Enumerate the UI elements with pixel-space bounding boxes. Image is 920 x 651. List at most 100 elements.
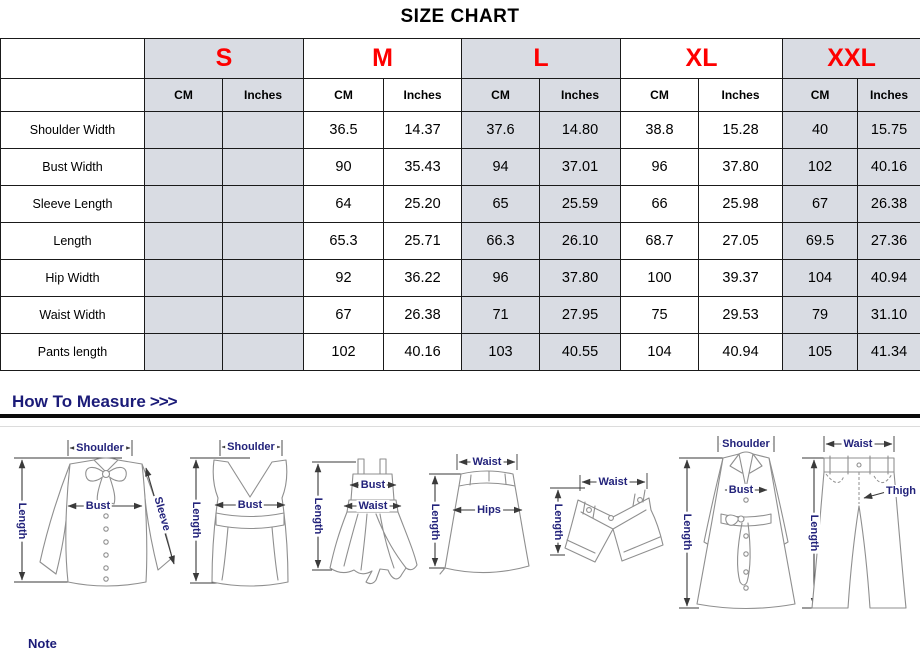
table-cell — [223, 223, 304, 260]
table-cell: 104 — [621, 334, 699, 371]
coat-length-label: Length — [681, 512, 693, 553]
table-cell: 14.37 — [384, 112, 462, 149]
table-cell: 41.34 — [858, 334, 920, 371]
table-cell: 100 — [621, 260, 699, 297]
table-cell: 37.6 — [462, 112, 540, 149]
row-label: Hip Width — [1, 260, 145, 297]
table-cell: 68.7 — [621, 223, 699, 260]
table-cell: 26.38 — [858, 186, 920, 223]
unit-header: CM — [783, 79, 858, 112]
how-to-measure-heading: How To Measure>>> — [12, 392, 177, 412]
corner-cell-2 — [1, 79, 145, 112]
coat-bust-label: Bust — [727, 484, 755, 496]
blouse-drawing — [10, 430, 200, 612]
table-cell — [145, 112, 223, 149]
table-cell: 27.95 — [540, 297, 621, 334]
row-label: Sleeve Length — [1, 186, 145, 223]
table-cell: 25.71 — [384, 223, 462, 260]
table-cell: 69.5 — [783, 223, 858, 260]
figure-dress: Length Bust Waist — [310, 430, 440, 612]
unit-header-row: CM Inches CM Inches CM Inches CM Inches … — [1, 79, 920, 112]
table-cell: 40.55 — [540, 334, 621, 371]
table-cell: 37.80 — [699, 149, 783, 186]
table-cell — [223, 149, 304, 186]
unit-header: Inches — [384, 79, 462, 112]
row-label: Waist Width — [1, 297, 145, 334]
unit-header: Inches — [699, 79, 783, 112]
table-cell: 64 — [304, 186, 384, 223]
table-cell — [145, 186, 223, 223]
table-cell — [145, 297, 223, 334]
pants-thigh-label: Thigh — [884, 485, 918, 497]
shorts-drawing — [545, 430, 695, 612]
table-cell: 102 — [304, 334, 384, 371]
table-cell: 35.43 — [384, 149, 462, 186]
table-cell — [223, 260, 304, 297]
skirt-length-label: Length — [429, 502, 441, 543]
size-header-s: S — [145, 39, 304, 79]
size-header-row: S M L XL XXL — [1, 39, 920, 79]
unit-header: CM — [145, 79, 223, 112]
chevrons-icon: >>> — [150, 392, 177, 411]
table-row: Pants length 102 40.16 103 40.55 104 40.… — [1, 334, 920, 371]
row-label: Shoulder Width — [1, 112, 145, 149]
pants-length-label: Length — [808, 513, 820, 554]
table-cell: 67 — [783, 186, 858, 223]
page-title: SIZE CHART — [0, 6, 920, 28]
table-cell — [145, 149, 223, 186]
table-cell: 36.5 — [304, 112, 384, 149]
figure-skirt: Waist Hips Length — [425, 430, 565, 612]
table-cell: 27.36 — [858, 223, 920, 260]
note-text: Note — [28, 636, 57, 651]
tank-shoulder-label: Shoulder — [225, 441, 277, 453]
table-cell: 102 — [783, 149, 858, 186]
table-cell: 96 — [462, 260, 540, 297]
skirt-waist-label: Waist — [471, 456, 504, 468]
coat-shoulder-label: Shoulder — [720, 438, 772, 450]
row-label: Bust Width — [1, 149, 145, 186]
table-cell: 90 — [304, 149, 384, 186]
corner-cell — [1, 39, 145, 79]
table-cell: 79 — [783, 297, 858, 334]
table-cell — [223, 112, 304, 149]
table-row: Sleeve Length 64 25.20 65 25.59 66 25.98… — [1, 186, 920, 223]
table-cell: 37.80 — [540, 260, 621, 297]
table-cell: 26.38 — [384, 297, 462, 334]
size-header-l: L — [462, 39, 621, 79]
size-header-xl: XL — [621, 39, 783, 79]
table-cell: 40.16 — [858, 149, 920, 186]
size-chart-table: S M L XL XXL CM Inches CM Inches CM Inch… — [0, 38, 920, 371]
table-cell: 65.3 — [304, 223, 384, 260]
table-cell: 40 — [783, 112, 858, 149]
unit-header: CM — [304, 79, 384, 112]
unit-header: Inches — [223, 79, 304, 112]
table-row: Waist Width 67 26.38 71 27.95 75 29.53 7… — [1, 297, 920, 334]
table-cell — [145, 223, 223, 260]
unit-header: CM — [462, 79, 540, 112]
pants-waist-label: Waist — [842, 438, 875, 450]
table-cell: 31.10 — [858, 297, 920, 334]
row-label: Pants length — [1, 334, 145, 371]
table-cell: 92 — [304, 260, 384, 297]
table-cell: 25.98 — [699, 186, 783, 223]
blouse-length-label: Length — [16, 501, 28, 542]
table-cell: 105 — [783, 334, 858, 371]
row-label: Length — [1, 223, 145, 260]
table-cell: 37.01 — [540, 149, 621, 186]
table-cell: 14.80 — [540, 112, 621, 149]
table-cell: 39.37 — [699, 260, 783, 297]
tank-length-label: Length — [190, 500, 202, 541]
figure-pants: Waist Thigh Length — [800, 428, 920, 623]
dress-drawing — [310, 430, 440, 612]
table-cell — [223, 186, 304, 223]
tank-top-drawing — [190, 430, 300, 612]
figure-coat: Shoulder Bust Length — [675, 430, 805, 618]
coat-drawing — [675, 430, 805, 618]
unit-header: Inches — [858, 79, 920, 112]
table-cell: 40.16 — [384, 334, 462, 371]
dress-bust-label: Bust — [359, 479, 387, 491]
table-cell: 25.20 — [384, 186, 462, 223]
tank-bust-label: Bust — [236, 499, 264, 511]
size-header-m: M — [304, 39, 462, 79]
table-row: Shoulder Width 36.5 14.37 37.6 14.80 38.… — [1, 112, 920, 149]
